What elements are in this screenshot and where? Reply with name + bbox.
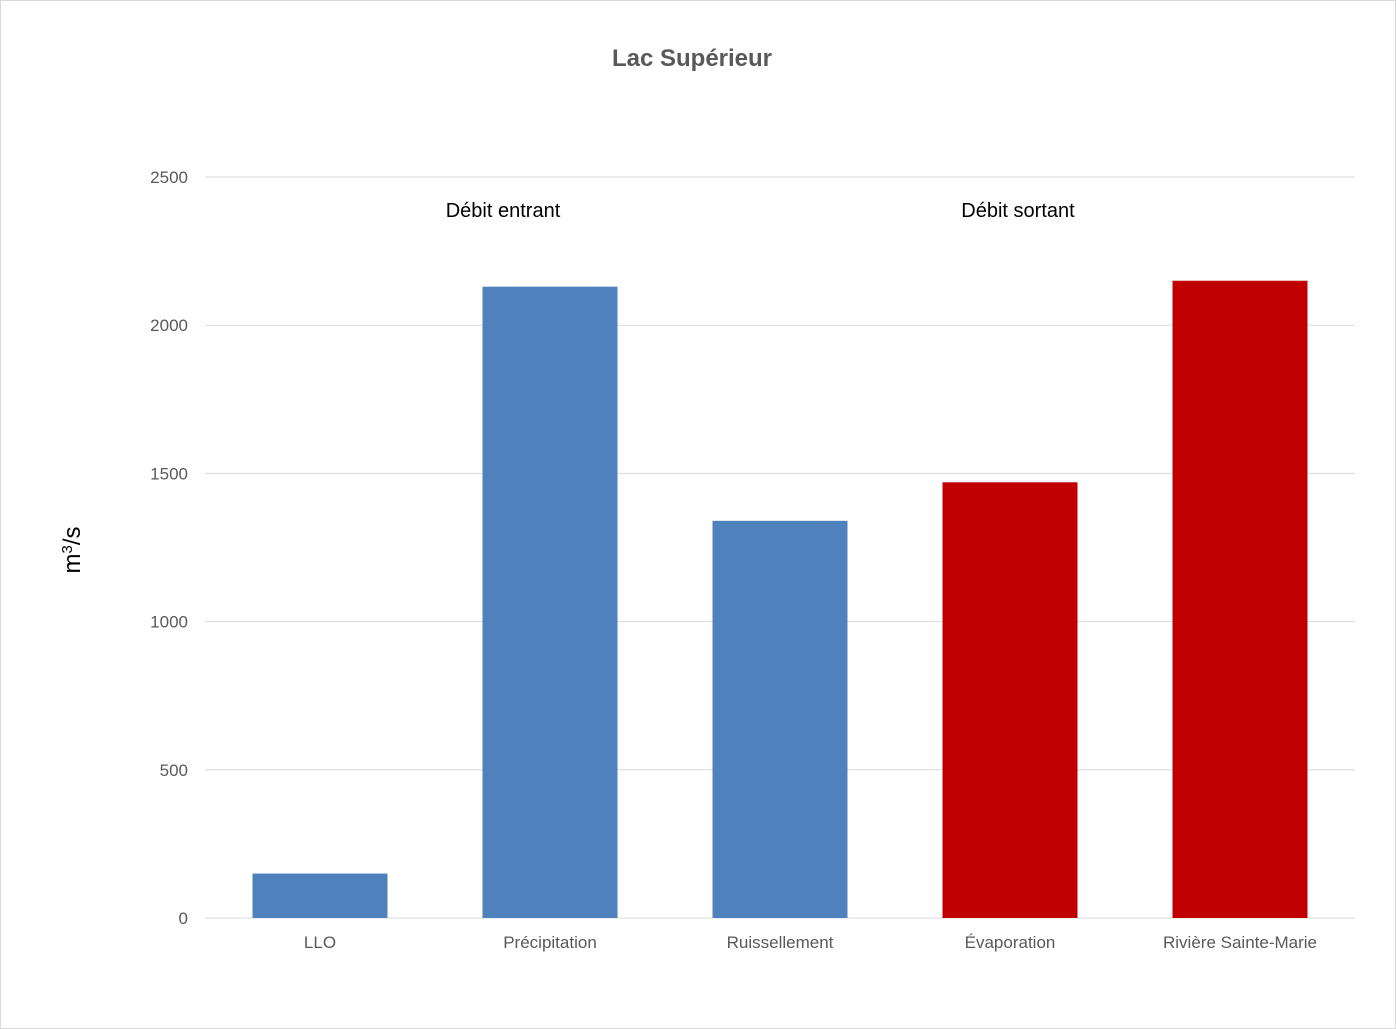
x-category-label: Rivière Sainte-Marie	[1163, 933, 1317, 952]
bar	[1172, 280, 1308, 918]
y-tick-label: 1500	[150, 464, 188, 483]
x-category-label: Précipitation	[503, 933, 597, 952]
bar	[482, 286, 618, 919]
y-tick-label: 2500	[150, 168, 188, 187]
bar	[252, 873, 388, 918]
y-axis-label: m3/s	[59, 526, 87, 573]
bar	[942, 482, 1078, 918]
x-axis-labels: LLO Précipitation Ruissellement Évaporation…	[304, 933, 1317, 952]
y-axis-ticks: 0 500 1000 1500 2000 2500	[150, 168, 188, 928]
x-category-label: Ruissellement	[727, 933, 834, 952]
y-tick-label: 0	[179, 909, 188, 928]
y-tick-label: 1000	[150, 613, 188, 632]
chart-title: Lac Supérieur	[612, 45, 772, 72]
y-tick-label: 2000	[150, 316, 188, 335]
x-category-label: Évaporation	[965, 933, 1056, 952]
bars	[252, 280, 1308, 919]
y-axis-label-suffix: /s	[59, 526, 86, 545]
x-category-label: LLO	[304, 933, 336, 952]
y-axis-label-superscript: 3	[59, 545, 76, 553]
annotation-debit-entrant: Débit entrant	[446, 200, 561, 222]
gridlines	[205, 176, 1355, 919]
y-axis-label-base: m	[59, 554, 86, 574]
y-tick-label: 500	[160, 761, 188, 780]
bar	[712, 520, 848, 918]
annotation-debit-sortant: Débit sortant	[961, 200, 1075, 222]
